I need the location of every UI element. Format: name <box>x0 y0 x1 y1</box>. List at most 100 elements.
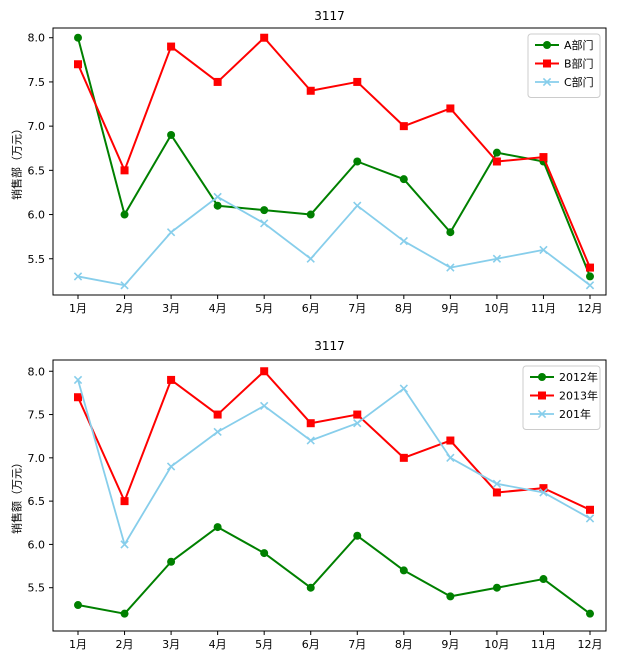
data-point <box>446 228 455 237</box>
data-point <box>260 33 269 42</box>
legend-label: A部门 <box>564 38 594 52</box>
series-line-0 <box>77 37 591 277</box>
legend-item: C部门 <box>535 75 594 89</box>
x-tick-label: 6月 <box>302 638 320 651</box>
data-point <box>353 531 362 540</box>
y-tick-label: 7.5 <box>28 409 46 422</box>
data-point <box>167 557 176 566</box>
data-point <box>73 272 83 281</box>
y-tick-label: 7.0 <box>28 452 46 465</box>
x-tick-label: 3月 <box>162 638 180 651</box>
x-tick-label: 7月 <box>348 302 366 315</box>
chart-top: 5.5 6.0 6.5 7.0 7.5 8.0 1月 2月 3月 4月 5月 6月 7月 8月 9月 10月 1… <box>10 9 607 315</box>
x-tick-label: 4月 <box>209 302 227 315</box>
series-line-2 <box>77 379 591 546</box>
data-point <box>492 254 502 263</box>
legend-marker <box>538 391 546 400</box>
data-point <box>120 210 129 219</box>
data-point <box>585 514 595 523</box>
y-axis-label: 销售额（万元） <box>10 457 24 534</box>
data-point <box>167 375 176 384</box>
x-tick-label: 5月 <box>255 302 273 315</box>
data-point <box>73 375 83 385</box>
x-tick-label: 5月 <box>255 638 273 651</box>
x-tick-label: 2月 <box>116 638 134 651</box>
series-line-2 <box>77 195 591 287</box>
data-point <box>260 206 269 215</box>
data-point <box>306 86 315 95</box>
legend-item: B部门 <box>535 57 594 71</box>
data-point <box>586 609 594 618</box>
data-point <box>120 166 129 175</box>
y-tick-label: 7.5 <box>28 76 46 89</box>
series-line-0 <box>77 526 591 615</box>
legend-marker <box>538 373 546 381</box>
data-point <box>399 175 408 184</box>
x-tick-label: 6月 <box>302 302 320 315</box>
data-point <box>120 281 129 290</box>
x-tick-label: 10月 <box>484 302 509 315</box>
data-point <box>306 254 315 263</box>
data-point <box>260 219 269 228</box>
data-point <box>353 157 362 166</box>
data-point <box>306 436 315 445</box>
data-point <box>399 453 408 462</box>
chart-title: 3117 <box>314 9 345 23</box>
data-point <box>213 77 222 86</box>
legend-label: 2012年 <box>559 370 598 384</box>
data-point <box>446 592 455 601</box>
data-point <box>306 210 315 219</box>
plot-border <box>52 27 607 296</box>
legend-label: B部门 <box>564 57 594 71</box>
y-tick-label: 8.0 <box>28 32 46 45</box>
data-point <box>539 245 548 255</box>
data-point <box>260 367 269 376</box>
data-point <box>74 33 82 42</box>
data-point <box>213 192 222 202</box>
data-point <box>166 462 176 471</box>
legend-label: 2013年 <box>559 389 598 403</box>
data-point <box>120 540 129 549</box>
data-point <box>586 272 594 281</box>
data-point <box>539 153 548 162</box>
series-line-1 <box>77 370 591 511</box>
data-point <box>213 427 222 437</box>
data-point <box>213 201 222 210</box>
legend-label: 201年 <box>559 407 591 421</box>
data-point <box>213 523 222 532</box>
legend-marker <box>542 77 552 87</box>
data-point <box>492 479 502 488</box>
legend: A部门 B部门 C部门 <box>527 33 601 98</box>
chart-bottom: 5.5 6.0 6.5 7.0 7.5 8.0 1月 2月 3月 4月 5月 6月 7月 8月 9月 10月 1… <box>10 339 607 651</box>
y-tick-label: 6.0 <box>28 209 46 222</box>
y-tick-label: 6.5 <box>28 495 46 508</box>
data-point <box>120 609 129 618</box>
data-point <box>213 410 222 419</box>
x-tick-label: 12月 <box>578 638 603 651</box>
data-point <box>399 566 408 575</box>
data-point <box>167 42 176 51</box>
data-point <box>492 583 501 592</box>
x-tick-label: 11月 <box>531 638 556 651</box>
data-point <box>353 410 362 419</box>
legend-item: 201年 <box>530 407 591 421</box>
data-point <box>120 497 129 506</box>
data-point <box>167 130 176 139</box>
data-point <box>353 77 362 86</box>
data-point <box>260 549 269 558</box>
x-tick-label: 1月 <box>69 638 87 651</box>
data-point <box>74 601 82 610</box>
plot-border <box>52 359 607 632</box>
x-tick-label: 8月 <box>395 302 413 315</box>
legend: 2012年 2013年 201年 <box>522 365 601 430</box>
x-tick-label: 3月 <box>162 302 180 315</box>
data-point <box>399 122 408 131</box>
legend-marker <box>537 409 547 419</box>
data-point <box>586 263 594 272</box>
y-tick-label: 8.0 <box>28 365 46 378</box>
data-point <box>446 104 455 113</box>
data-point <box>539 575 548 584</box>
y-tick-label: 5.5 <box>28 582 46 595</box>
data-point <box>585 281 595 290</box>
legend-item: 2012年 <box>530 370 598 384</box>
